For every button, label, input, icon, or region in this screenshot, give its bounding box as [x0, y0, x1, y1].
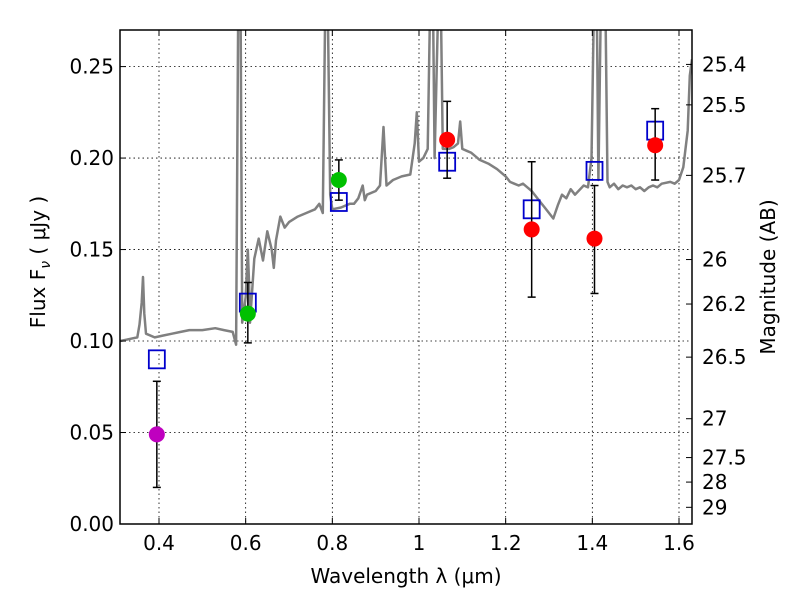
observed-flux-point	[647, 137, 664, 154]
plot-frame	[119, 29, 693, 525]
y-axis-title: Flux Fν ( μJy )	[26, 196, 54, 328]
y-tick-label: 0.15	[69, 238, 114, 262]
x-tick-label: 0.4	[143, 531, 175, 555]
y2-tick-label: 25.7	[702, 163, 747, 187]
model-photometry-square	[147, 349, 166, 370]
observed-flux-point	[586, 230, 603, 247]
y2-tick-label: 26.2	[702, 292, 747, 316]
observed-flux-point	[148, 426, 165, 443]
y-tick-label: 0.00	[69, 512, 114, 536]
y2-tick-label: 26.5	[702, 345, 747, 369]
observed-flux-point	[523, 221, 540, 238]
y2-tick-label: 27.5	[702, 446, 747, 470]
y-tick-label: 0.20	[69, 146, 114, 170]
observed-flux-point	[239, 305, 256, 322]
axis-ticks: 0.4 0.6 0.8 1 1.2 1.4 1.6 0.00 0.05 0.10 0.15 0.20 0…	[69, 30, 747, 555]
y2-tick-label: 25.4	[702, 52, 747, 76]
x-tick-label: 1	[413, 531, 426, 555]
x-axis-title: Wavelength λ (μm)	[310, 564, 501, 588]
model-photometry-square	[585, 160, 604, 181]
y2-tick-label: 28	[702, 470, 727, 494]
spectrum-line	[120, 30, 692, 346]
x-tick-label: 1.6	[663, 531, 695, 555]
observed-flux-point	[330, 172, 347, 189]
y-tick-label: 0.10	[69, 329, 114, 353]
x-tick-label: 0.6	[230, 531, 262, 555]
y2-axis-title: Magnitude (AB)	[756, 199, 780, 354]
y2-tick-label: 26	[702, 248, 727, 272]
y-tick-label: 0.25	[69, 55, 114, 79]
x-tick-label: 1.4	[576, 531, 608, 555]
y2-tick-label: 29	[702, 495, 727, 519]
x-tick-label: 0.8	[316, 531, 348, 555]
y-tick-label: 0.05	[69, 421, 114, 445]
plot-area	[120, 30, 692, 489]
observed-flux-point	[439, 131, 456, 148]
y2-tick-label: 27	[702, 407, 727, 431]
y2-tick-label: 25.5	[702, 93, 747, 117]
x-tick-label: 1.2	[490, 531, 522, 555]
